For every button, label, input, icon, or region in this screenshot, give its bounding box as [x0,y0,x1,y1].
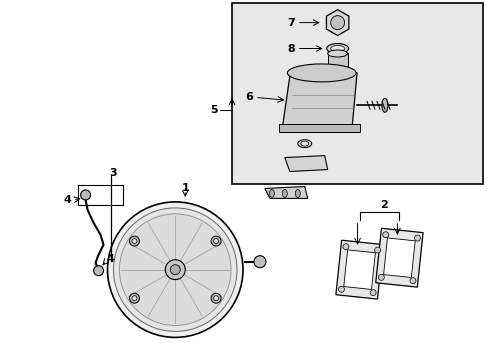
Polygon shape [282,73,356,128]
Circle shape [132,296,137,301]
Ellipse shape [287,64,355,82]
Circle shape [414,235,420,241]
Circle shape [129,236,139,246]
Circle shape [211,293,221,303]
Ellipse shape [295,189,300,197]
Circle shape [165,260,185,280]
Bar [232,3,482,184]
Circle shape [132,239,137,244]
Polygon shape [285,156,327,171]
Polygon shape [335,240,383,299]
Polygon shape [383,238,414,278]
Circle shape [213,296,218,301]
Ellipse shape [327,50,347,57]
Ellipse shape [300,141,308,146]
Polygon shape [343,250,375,289]
Circle shape [378,274,384,280]
Ellipse shape [297,140,311,148]
Bar [327,54,347,72]
Circle shape [338,286,344,292]
Text: 4: 4 [106,254,114,264]
Text: 5: 5 [210,105,218,115]
Polygon shape [264,186,307,198]
Circle shape [129,293,139,303]
Text: 4: 4 [63,195,71,205]
Circle shape [170,265,180,275]
Text: 1: 1 [181,183,189,193]
Circle shape [119,214,230,325]
Circle shape [409,278,415,284]
Circle shape [369,290,375,296]
Circle shape [330,15,344,30]
Ellipse shape [381,98,387,112]
Circle shape [107,202,243,337]
Circle shape [211,236,221,246]
Ellipse shape [330,45,344,51]
Circle shape [213,239,218,244]
Bar [279,124,359,132]
Circle shape [374,247,380,253]
Text: 6: 6 [244,92,252,102]
Text: 8: 8 [286,44,294,54]
Circle shape [253,256,265,268]
Circle shape [81,190,90,200]
Circle shape [342,244,348,250]
Ellipse shape [326,44,348,54]
Text: 3: 3 [109,168,117,178]
Circle shape [93,266,103,276]
Text: 2: 2 [380,200,387,210]
Circle shape [382,232,388,238]
Ellipse shape [269,189,274,197]
Polygon shape [375,228,422,287]
Ellipse shape [282,189,287,197]
Text: 7: 7 [286,18,294,28]
Polygon shape [326,10,348,36]
Circle shape [113,208,237,332]
